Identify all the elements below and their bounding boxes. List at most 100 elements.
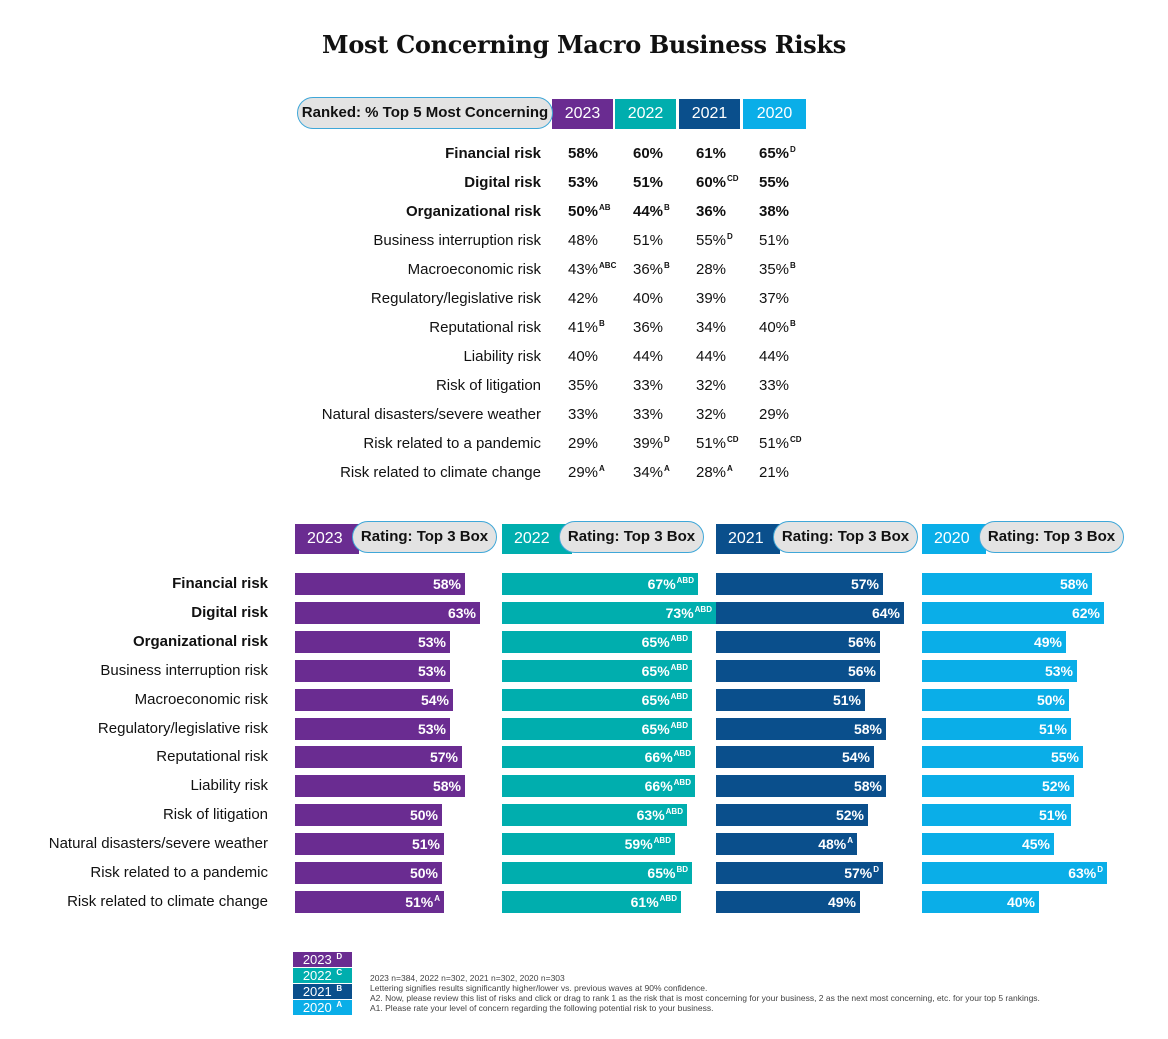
- ranked-value-2023: 43%ABC: [568, 261, 617, 278]
- bar-value-label-2023: 51%: [411, 836, 440, 852]
- rating-header-pill-2022: Rating: Top 3 Box: [559, 521, 704, 553]
- rating-header-pill-2021: Rating: Top 3 Box: [773, 521, 918, 553]
- bar-value-label-2022: 61%ABD: [630, 894, 677, 910]
- ranked-row-label: Financial risk: [445, 145, 541, 162]
- rating-row-label: Reputational risk: [156, 748, 268, 765]
- significance-letters: ABD: [673, 778, 691, 788]
- rating-header-pill-2023: Rating: Top 3 Box: [352, 521, 497, 553]
- ranked-value-2023: 41%B: [568, 319, 605, 336]
- bar-value-label-2023: 54%: [420, 692, 449, 708]
- significance-letters: BD: [676, 865, 688, 875]
- legend-entry-2020: 2020 A: [293, 1000, 352, 1015]
- legend-entry-2021: 2021 B: [293, 984, 352, 999]
- rating-row-label: Risk related to a pandemic: [90, 864, 268, 881]
- ranked-value-2022: 51%: [633, 232, 664, 249]
- significance-letters: B: [790, 261, 796, 270]
- chart-title: Most Concerning Macro Business Risks: [322, 30, 846, 59]
- rating-row-label: Risk related to climate change: [67, 893, 268, 910]
- rating-year-header-2023: 2023: [295, 524, 359, 554]
- rating-row-label: Business interruption risk: [100, 662, 268, 679]
- significance-letters: B: [664, 203, 670, 212]
- ranked-value-2023: 40%: [568, 348, 599, 365]
- significance-letters: AB: [599, 203, 611, 212]
- significance-letters: CD: [790, 435, 802, 444]
- bar-value-label-2020: 52%: [1041, 778, 1070, 794]
- bar-value-label-2021: 64%: [871, 605, 900, 621]
- ranked-value-2020: 21%: [759, 464, 790, 481]
- significance-letters: D: [664, 435, 670, 444]
- significance-letters: D: [336, 951, 343, 961]
- ranked-value-2020: 51%: [759, 232, 790, 249]
- ranked-year-header-2022: 2022: [615, 99, 676, 129]
- ranked-value-2021: 55%D: [696, 232, 733, 249]
- significance-letters: ABD: [670, 692, 688, 702]
- ranked-row-label: Reputational risk: [429, 319, 541, 336]
- ranked-value-2021: 51%CD: [696, 435, 739, 452]
- bar-value-label-2022: 65%ABD: [641, 634, 688, 650]
- bar-value-label-2020: 51%: [1038, 721, 1067, 737]
- significance-letters: ABD: [670, 721, 688, 731]
- bar-value-label-2023: 51%A: [405, 894, 440, 910]
- ranked-value-2022: 34%A: [633, 464, 670, 481]
- ranked-value-2023: 33%: [568, 406, 599, 423]
- ranked-value-2020: 51%CD: [759, 435, 802, 452]
- bar-value-label-2020: 45%: [1021, 836, 1050, 852]
- significance-letters: A: [434, 894, 440, 904]
- ranked-row-label: Natural disasters/severe weather: [321, 406, 541, 423]
- rating-year-header-2021: 2021: [716, 524, 780, 554]
- footnote: Lettering signifies results significantl…: [370, 983, 708, 993]
- bar-value-label-2022: 63%ABD: [636, 807, 683, 823]
- footnote: A1. Please rate your level of concern re…: [370, 1003, 714, 1013]
- bar-value-label-2020: 58%: [1059, 576, 1088, 592]
- bar-value-label-2023: 63%: [447, 605, 476, 621]
- significance-letters: CD: [727, 435, 739, 444]
- rating-row-label: Liability risk: [190, 777, 268, 794]
- ranked-value-2021: 28%: [696, 261, 727, 278]
- significance-letters: B: [664, 261, 670, 270]
- ranked-value-2023: 50%AB: [568, 203, 611, 220]
- rating-year-header-2020: 2020: [922, 524, 986, 554]
- bar-value-label-2022: 73%ABD: [665, 605, 712, 621]
- legend-entry-2022: 2022 C: [293, 968, 352, 983]
- significance-letters: CD: [727, 174, 739, 183]
- bar-value-label-2022: 65%ABD: [641, 721, 688, 737]
- ranked-value-2023: 53%: [568, 174, 599, 191]
- significance-letters: ABC: [599, 261, 617, 270]
- rating-row-label: Regulatory/legislative risk: [97, 720, 268, 737]
- bar-value-label-2021: 58%: [853, 721, 882, 737]
- bar-value-label-2023: 53%: [417, 663, 446, 679]
- ranked-value-2021: 61%: [696, 145, 727, 162]
- significance-letters: A: [727, 464, 733, 473]
- ranked-value-2021: 32%: [696, 377, 727, 394]
- ranked-row-label: Organizational risk: [405, 203, 541, 220]
- bar-value-label-2021: 48%A: [818, 836, 853, 852]
- bar-value-label-2021: 54%: [841, 749, 870, 765]
- legend-entry-2023: 2023 D: [293, 952, 352, 967]
- bar-value-label-2022: 59%ABD: [624, 836, 671, 852]
- bar-value-label-2023: 57%: [429, 749, 458, 765]
- ranked-value-2022: 33%: [633, 406, 664, 423]
- ranked-year-header-2023: 2023: [552, 99, 613, 129]
- ranked-value-2021: 39%: [696, 290, 727, 307]
- significance-letters: D: [790, 145, 796, 154]
- ranked-row-label: Business interruption risk: [373, 232, 541, 249]
- ranked-row-label: Risk of litigation: [435, 377, 541, 394]
- rating-header-pill-2020: Rating: Top 3 Box: [979, 521, 1124, 553]
- bar-value-label-2023: 50%: [409, 865, 438, 881]
- significance-letters: ABD: [670, 663, 688, 673]
- bar-value-label-2020: 63%D: [1068, 865, 1103, 881]
- bar-value-label-2020: 40%: [1006, 894, 1035, 910]
- bar-value-label-2023: 50%: [409, 807, 438, 823]
- significance-letters: C: [336, 967, 343, 977]
- ranked-value-2022: 36%B: [633, 261, 670, 278]
- rating-row-label: Organizational risk: [132, 633, 268, 650]
- rating-row-label: Risk of litigation: [162, 806, 268, 823]
- ranked-value-2022: 39%D: [633, 435, 670, 452]
- ranked-value-2020: 29%: [759, 406, 790, 423]
- bar-value-label-2021: 56%: [847, 663, 876, 679]
- significance-letters: B: [790, 319, 796, 328]
- ranked-value-2021: 34%: [696, 319, 727, 336]
- bar-value-label-2022: 66%ABD: [644, 778, 691, 794]
- bar-value-label-2020: 55%: [1050, 749, 1079, 765]
- significance-letters: A: [847, 836, 853, 846]
